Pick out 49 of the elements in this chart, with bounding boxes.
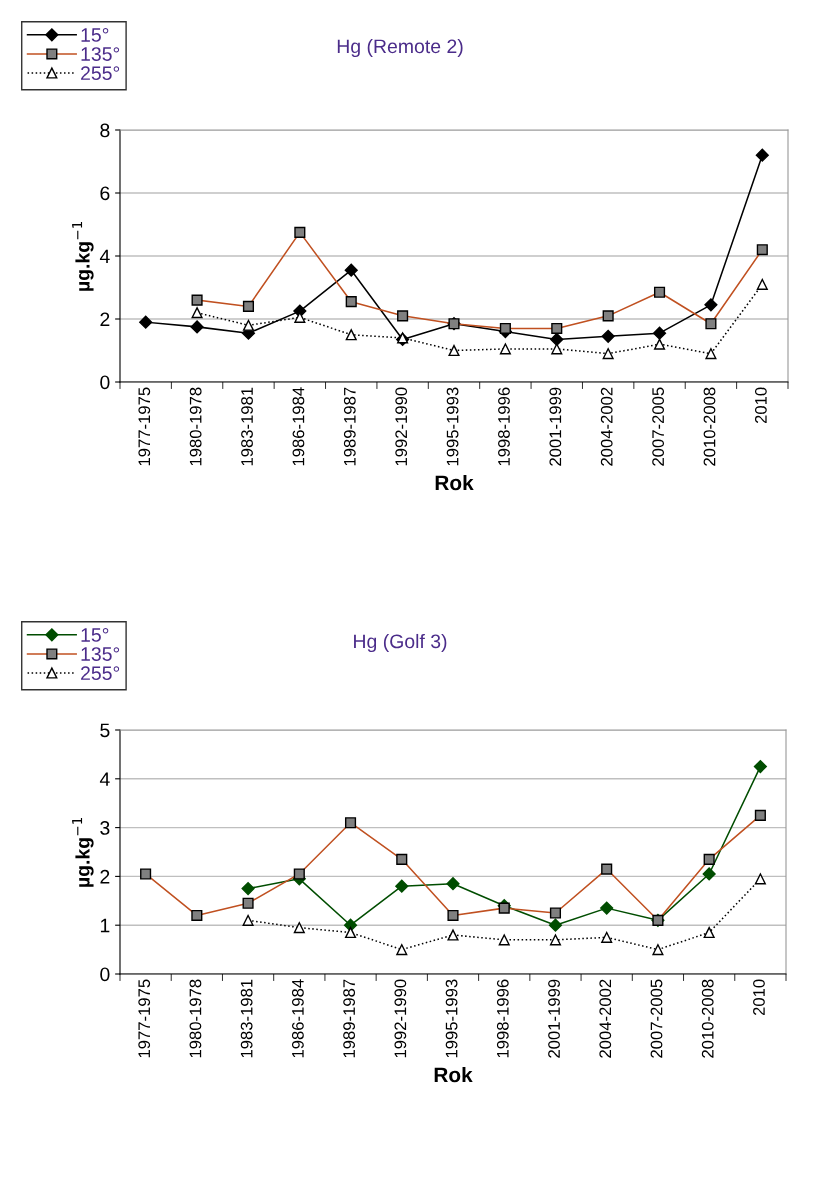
x-tick-label: 1977-1975	[138, 979, 151, 1058]
x-tick-label: 2010-2008	[701, 979, 714, 1058]
y-axis-title: µg.kg$^{−1}$	[72, 817, 94, 887]
x-axis-title: Rok	[434, 1066, 473, 1083]
y-tick-label: 2	[100, 312, 110, 327]
y-tick-label: 3	[100, 821, 110, 835]
y-axis-title: µg.kg$^{−1}$	[72, 221, 94, 291]
y-tick-label: 2	[100, 869, 110, 884]
x-tick-label: 2004-2002	[599, 979, 612, 1058]
legend-label: 15°	[81, 28, 109, 42]
x-tick-label: 1998-1996	[496, 979, 509, 1058]
legend-label: 135°	[81, 47, 120, 61]
y-tick-label: 4	[99, 249, 110, 264]
x-tick-label: 1989-1987	[343, 979, 356, 1058]
x-tick-label: 1992-1990	[394, 979, 407, 1058]
x-tick-label: 1986-1984	[292, 387, 305, 466]
x-tick-label: 1983-1981	[241, 387, 253, 466]
x-tick-label: 2007-2005	[650, 979, 663, 1058]
chart-title: Hg (Golf 3)	[354, 633, 447, 653]
x-axis-title: Rok	[435, 474, 474, 491]
x-tick-label: 2010	[753, 979, 765, 1016]
x-tick-label: 2007-2005	[652, 387, 665, 466]
x-tick-label: 1998-1996	[498, 387, 510, 466]
x-tick-label: 1992-1990	[395, 387, 408, 466]
legend-label: 255°	[81, 666, 120, 681]
x-tick-label: 2004-2002	[600, 387, 613, 466]
y-tick-label: 4	[99, 772, 110, 786]
x-tick-label: 2010-2008	[703, 387, 716, 466]
y-tick-label: 6	[100, 186, 110, 201]
y-tick-label: 8	[100, 123, 110, 138]
x-tick-label: 1989-1987	[343, 387, 356, 466]
x-tick-label: 1995-1993	[446, 387, 459, 466]
legend-label: 135°	[81, 647, 120, 661]
chart-title: Hg (Remote 2)	[337, 38, 463, 58]
legend-label: 255°	[81, 66, 120, 81]
x-tick-label: 1995-1993	[445, 979, 458, 1058]
y-tick-label: 0	[100, 375, 110, 390]
x-tick-label: 1977-1975	[138, 387, 151, 466]
x-tick-label: 2001-1999	[549, 387, 562, 466]
x-tick-label: 1983-1981	[240, 979, 253, 1058]
x-tick-label: 1980-1978	[189, 979, 202, 1058]
y-tick-label: 5	[100, 723, 110, 738]
x-tick-label: 2001-1999	[548, 979, 560, 1058]
x-tick-label: 1986-1984	[291, 979, 304, 1058]
y-tick-label: 0	[100, 967, 110, 982]
legend-label: 15°	[81, 628, 109, 642]
x-tick-label: 1980-1978	[189, 387, 202, 466]
y-tick-label: 1	[100, 918, 110, 933]
x-tick-label: 2010	[754, 387, 767, 424]
